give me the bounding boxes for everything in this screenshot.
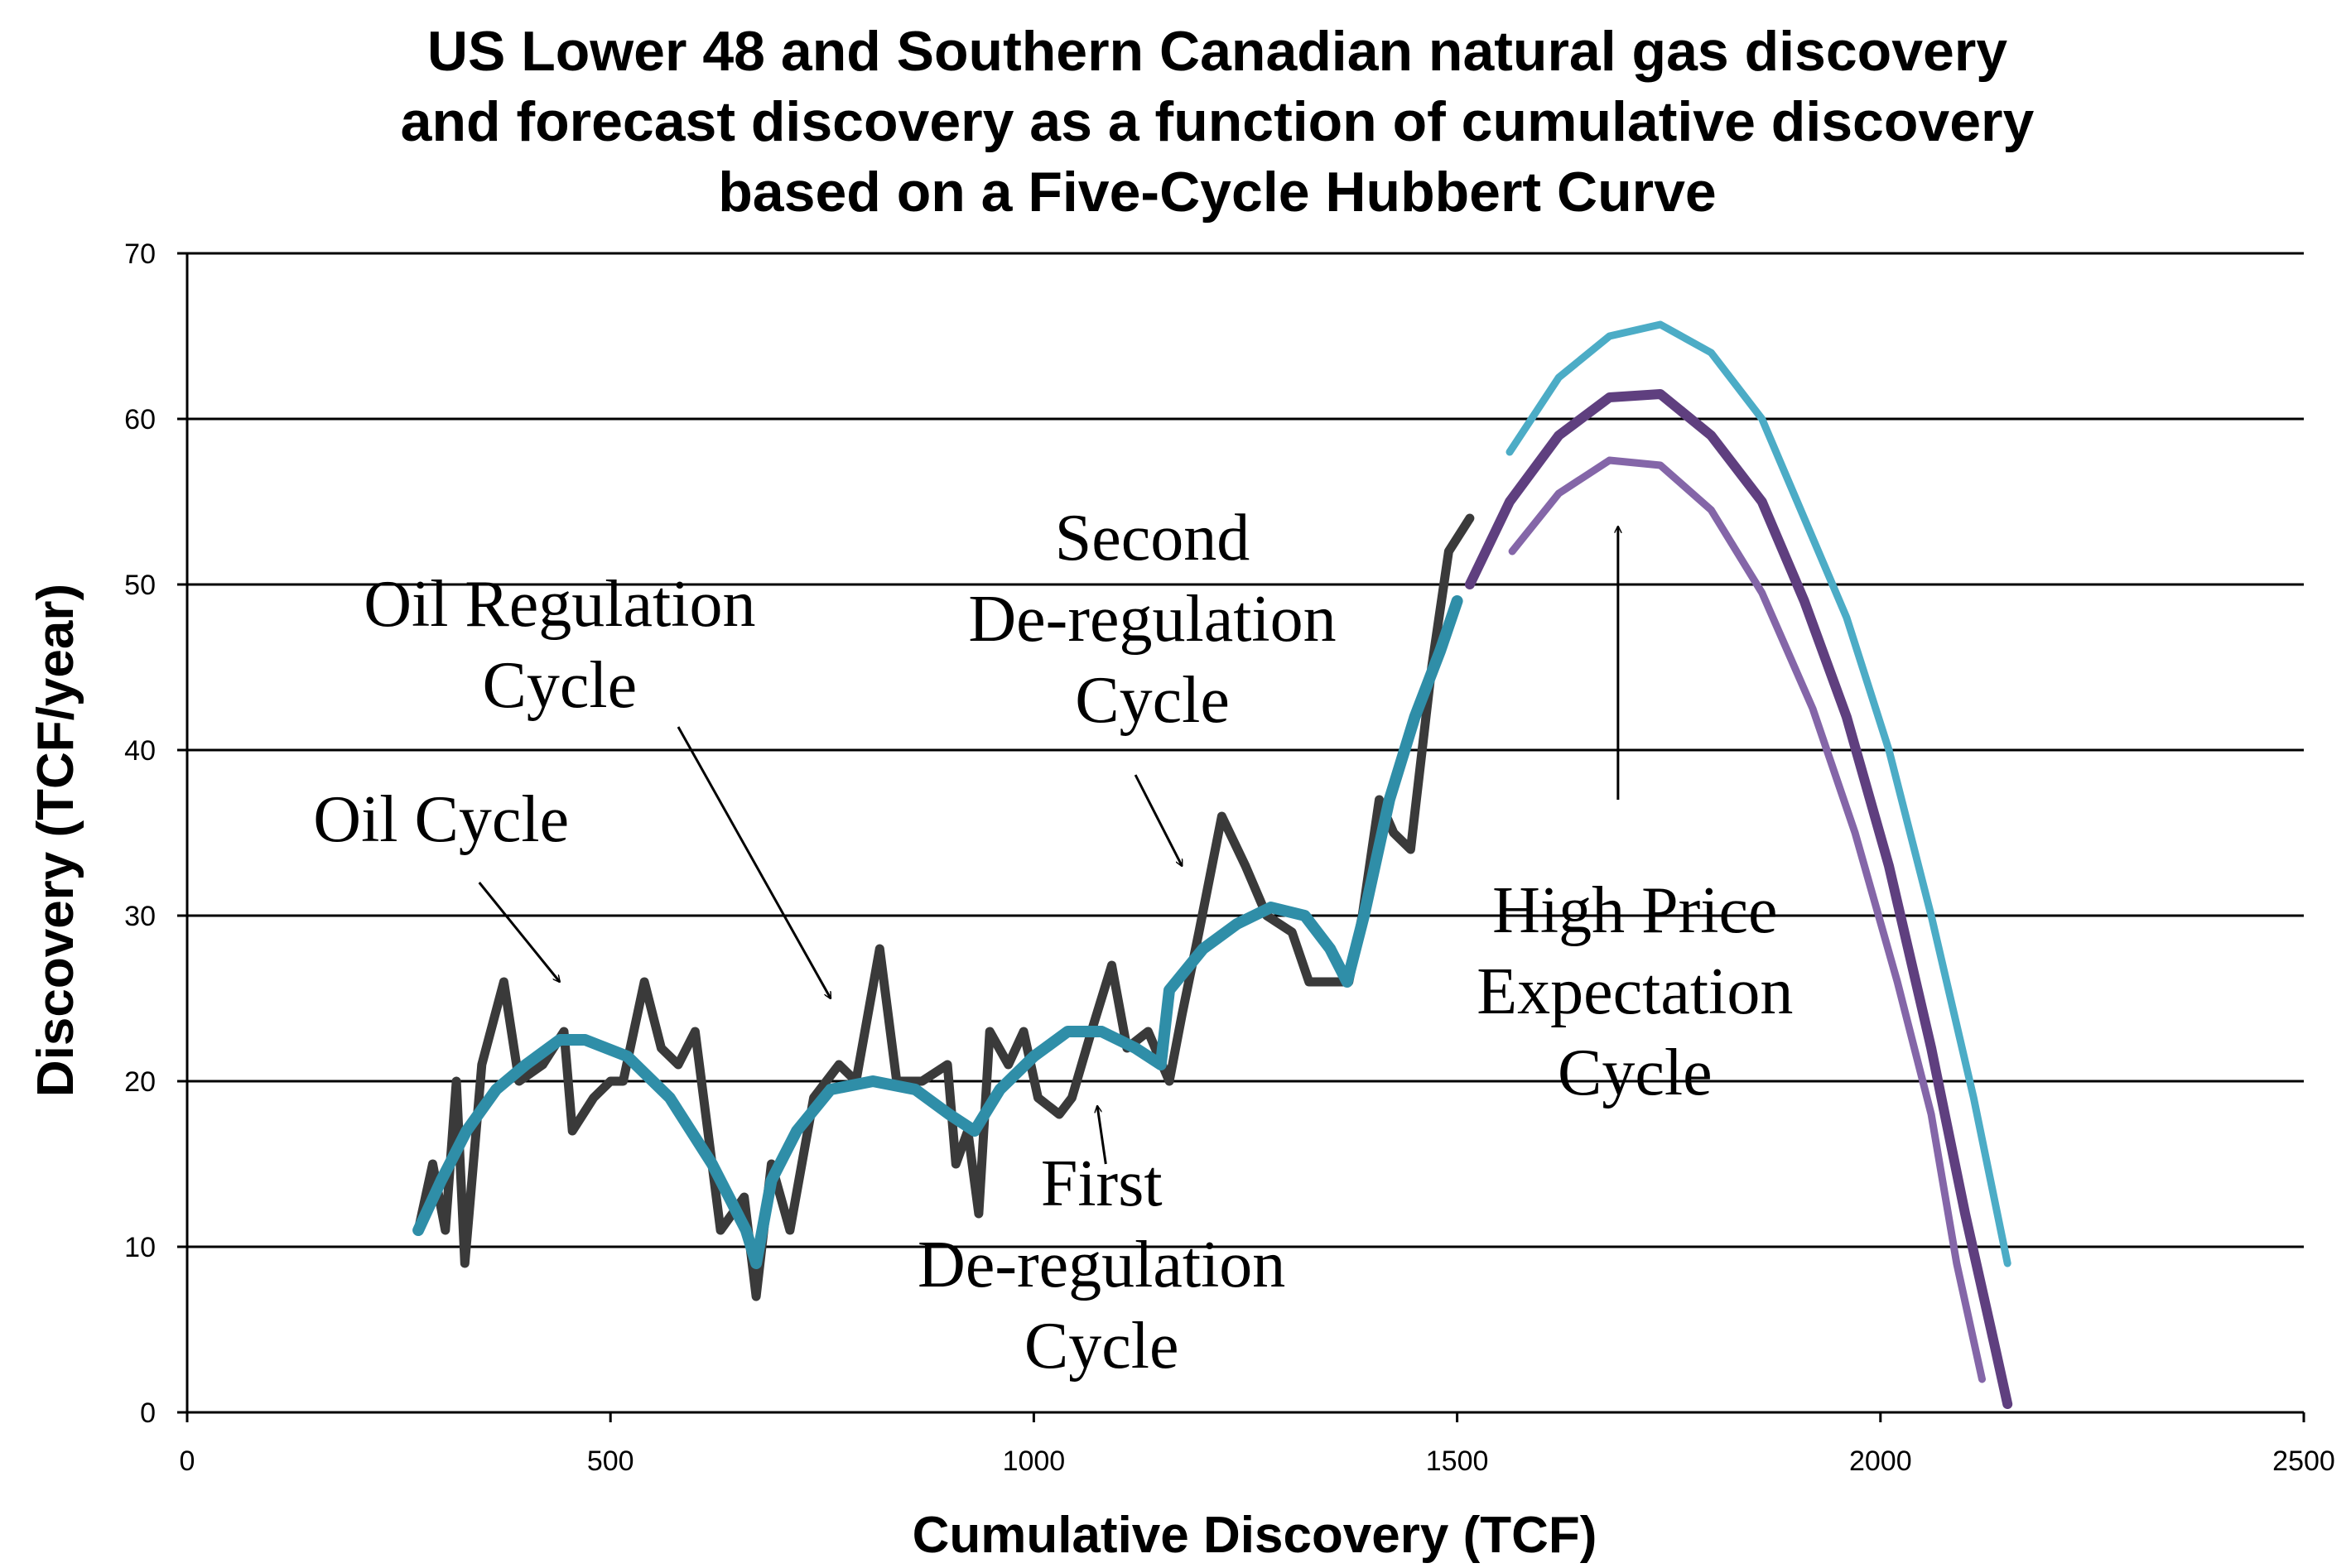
annotation-text: De-regulation — [968, 583, 1336, 656]
annotation-text: Cycle — [1024, 1310, 1179, 1383]
chart-title: US Lower 48 and Southern Canadian natura… — [401, 20, 2035, 224]
annotation-text: Cycle — [483, 649, 638, 722]
annotation-4: High Price Expectation Cycle — [1477, 527, 1793, 1109]
x-tick-label: 2500 — [2272, 1445, 2335, 1477]
x-tick-label: 0 — [180, 1445, 195, 1477]
x-tick-label: 500 — [587, 1445, 634, 1477]
y-axis-title: Discovery (TCF/year) — [27, 584, 84, 1097]
x-tick-label: 1000 — [1003, 1445, 1066, 1477]
series-line-fitted — [412, 595, 1463, 1269]
annotation-text: High Price — [1492, 874, 1777, 947]
y-tick-labels: 0 10 20 30 40 50 60 70 — [124, 238, 156, 1429]
chart-title-line-1: US Lower 48 and Southern Canadian natura… — [427, 20, 2007, 83]
annotation-arrow — [677, 726, 832, 998]
chart-title-line-3: based on a Five-Cycle Hubbert Curve — [718, 161, 1716, 224]
grid-lines — [187, 252, 2304, 1248]
series-line-high — [1506, 320, 2011, 1267]
y-tick-label: 40 — [124, 735, 156, 767]
annotation-2: Second De-regulation Cycle — [968, 502, 1337, 866]
annotation-0: Oil Regulation Cycle — [364, 568, 832, 998]
x-tick-label: 2000 — [1849, 1445, 1912, 1477]
y-tick-label: 0 — [140, 1397, 156, 1429]
annotation-text: Cycle — [1075, 664, 1230, 737]
x-axis-title: Cumulative Discovery (TCF) — [913, 1507, 1597, 1564]
annotation-arrow — [1097, 1106, 1107, 1165]
x-tick-labels: 0 500 1000 1500 2000 2500 — [180, 1445, 2335, 1477]
annotation-3: First De-regulation Cycle — [918, 1106, 1285, 1383]
annotation-arrow — [478, 882, 560, 982]
annotation-text: First — [1041, 1147, 1163, 1220]
annotation-text: Cycle — [1558, 1037, 1713, 1109]
annotation-text: De-regulation — [918, 1229, 1285, 1301]
annotations: Oil Regulation Cycle Oil Cycle Second De-reg… — [313, 502, 1793, 1383]
y-tick-label: 10 — [124, 1232, 156, 1263]
chart-title-line-2: and forecast discovery as a function of … — [401, 90, 2035, 153]
series-line-mid — [1464, 389, 2013, 1409]
annotation-text: Expectation — [1477, 955, 1793, 1028]
series-line-low — [1508, 456, 1986, 1383]
y-tick-label: 60 — [124, 404, 156, 435]
y-tick-label: 20 — [124, 1066, 156, 1098]
y-tick-label: 50 — [124, 570, 156, 601]
annotation-arrow — [1134, 774, 1183, 866]
annotation-text: Second — [1055, 502, 1250, 575]
y-tick-label: 30 — [124, 901, 156, 932]
series-lines — [412, 320, 2013, 1409]
axes — [177, 252, 2305, 1422]
y-tick-label: 70 — [124, 238, 156, 270]
annotation-text: Oil Regulation — [364, 568, 755, 641]
annotation-1: Oil Cycle — [313, 783, 569, 982]
x-tick-label: 1500 — [1426, 1445, 1489, 1477]
annotation-text: Oil Cycle — [313, 783, 569, 856]
